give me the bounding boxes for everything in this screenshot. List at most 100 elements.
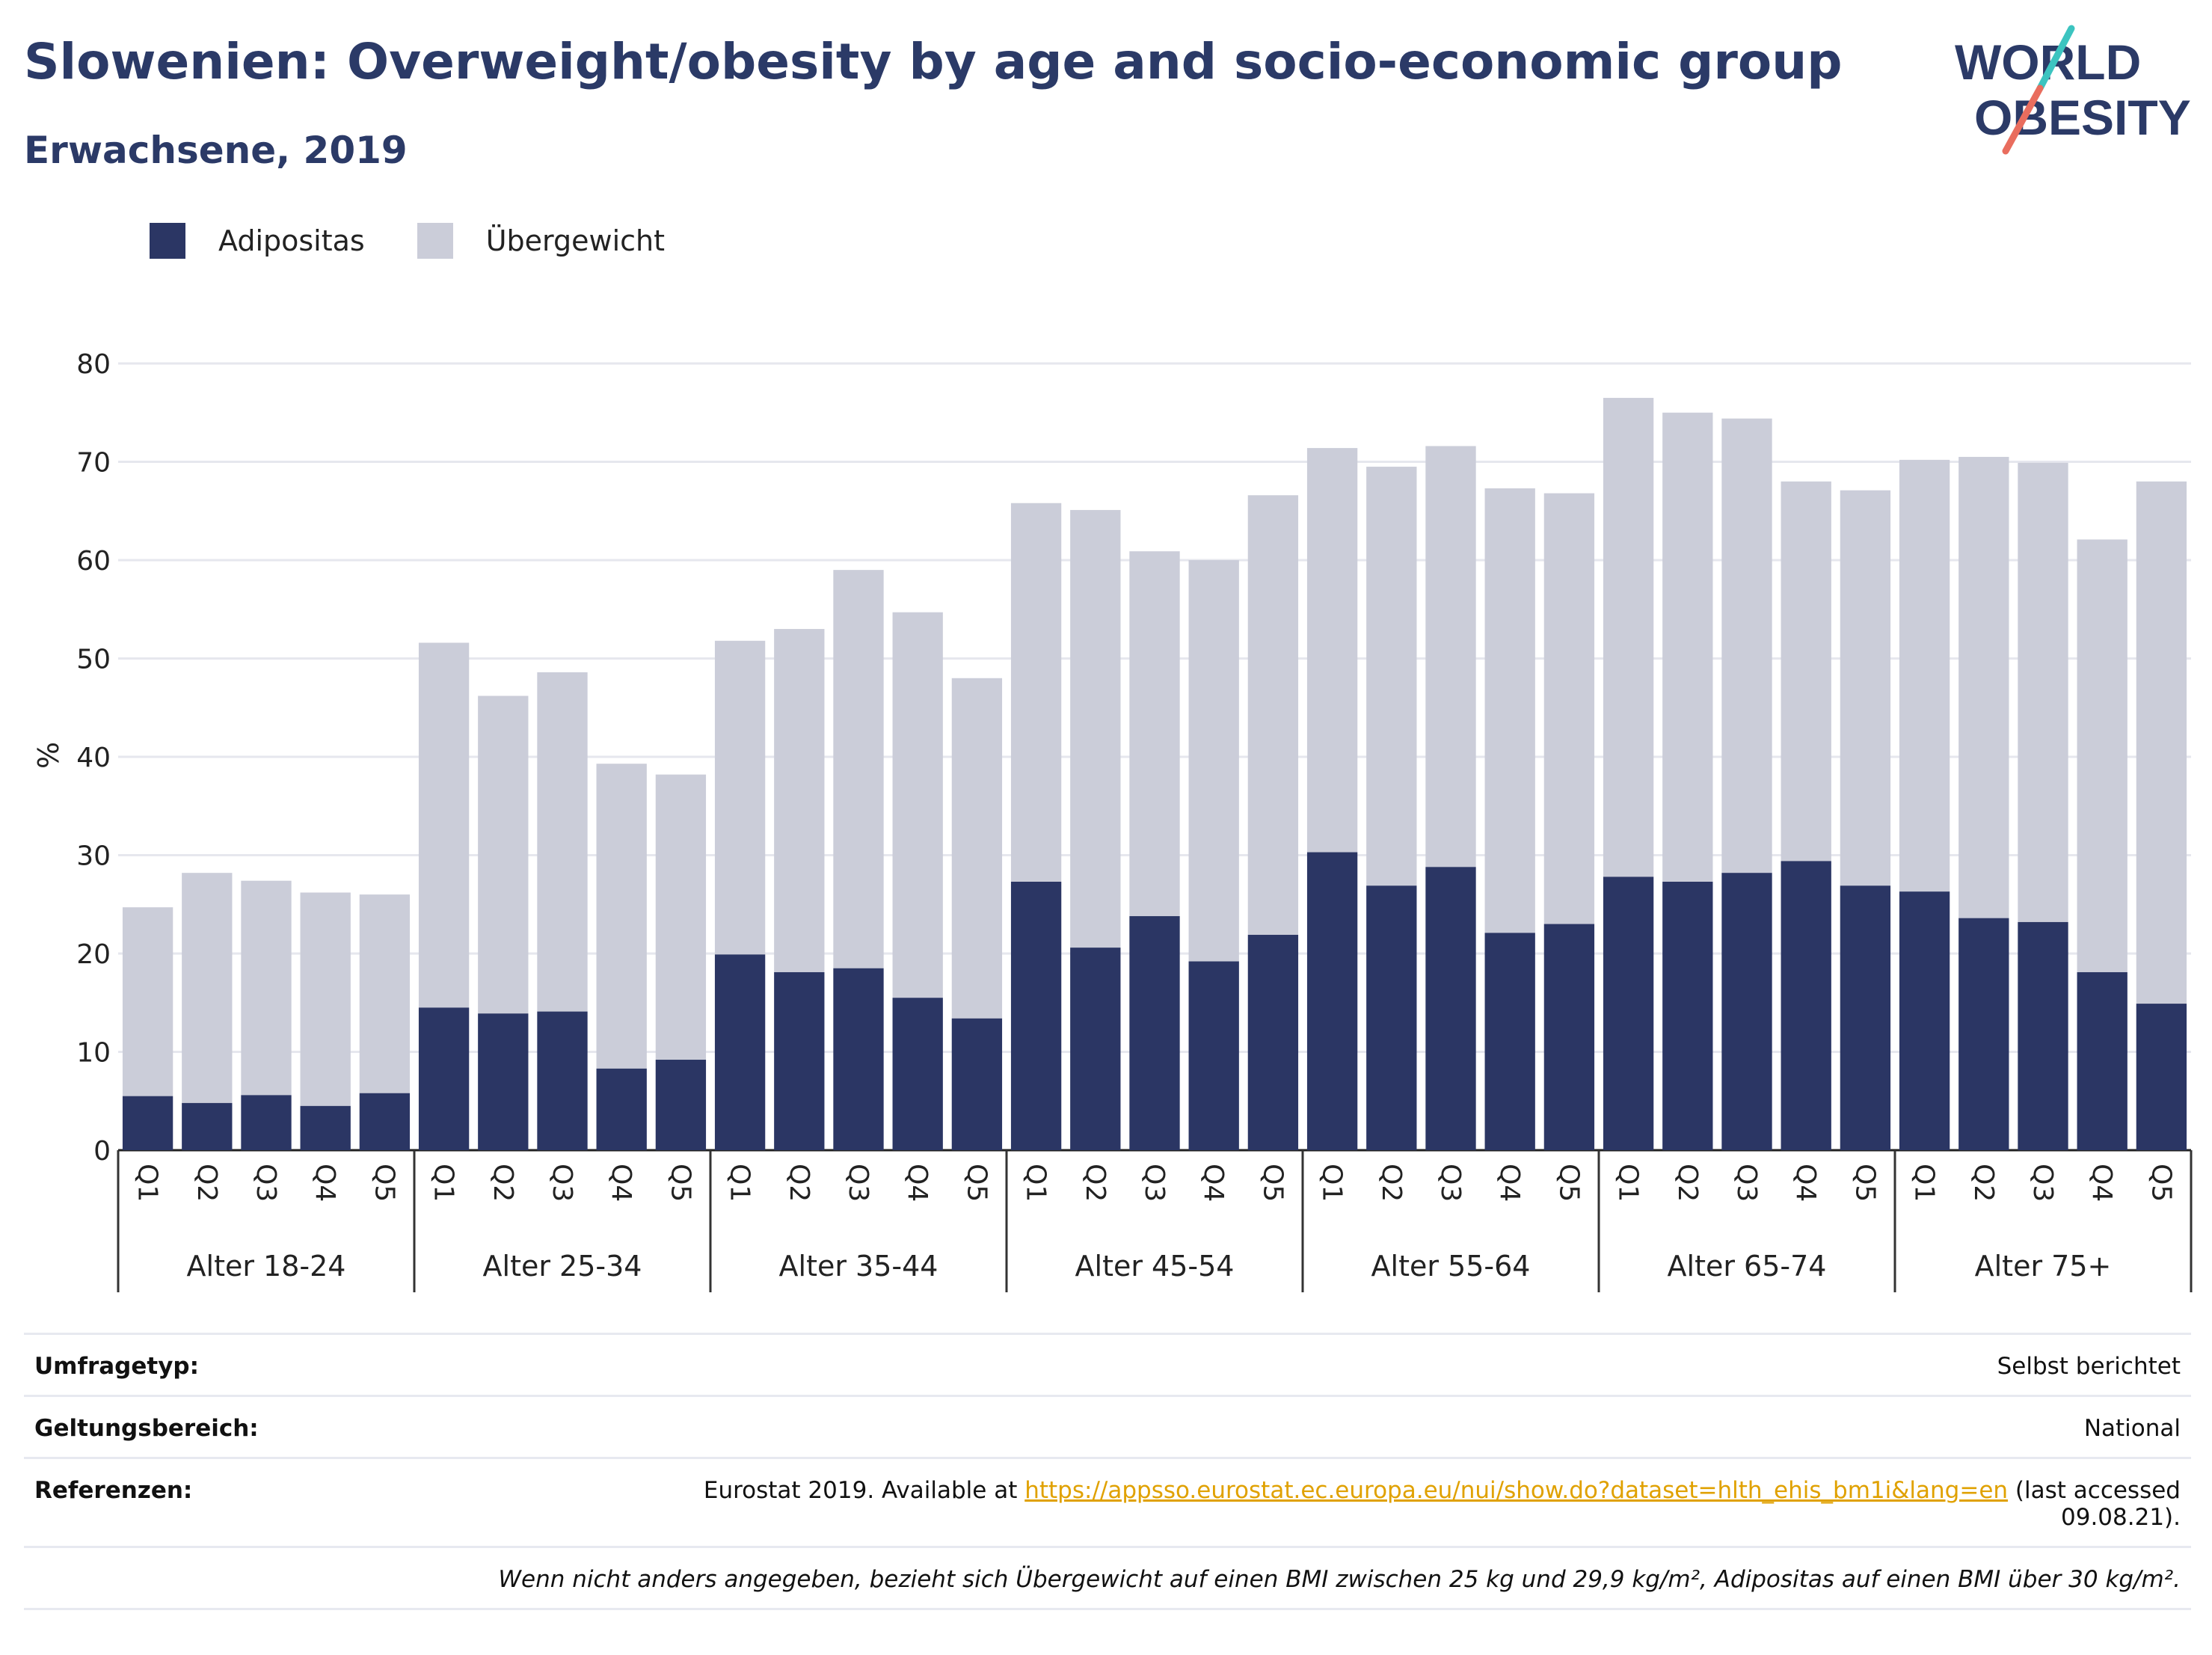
bar-adipositas[interactable] — [1129, 916, 1180, 1150]
logo-text-obesity: OBESITY — [1974, 90, 2191, 145]
bar-uebergewicht[interactable] — [537, 672, 588, 1012]
bar-adipositas[interactable] — [1188, 961, 1239, 1150]
bar-adipositas[interactable] — [1899, 891, 1950, 1150]
bar-uebergewicht[interactable] — [359, 894, 411, 1093]
x-tick-label: Q1 — [1909, 1164, 1940, 1202]
bar-adipositas[interactable] — [833, 968, 884, 1150]
bars — [118, 398, 2191, 1152]
x-tick-label: Q2 — [1080, 1164, 1110, 1202]
bar-uebergewicht[interactable] — [714, 640, 766, 955]
x-tick-label: Q1 — [428, 1164, 459, 1202]
bar-uebergewicht[interactable] — [1070, 509, 1121, 948]
bar-adipositas[interactable] — [1425, 867, 1476, 1150]
bar-adipositas[interactable] — [1306, 852, 1358, 1150]
bar-uebergewicht[interactable] — [951, 678, 1003, 1019]
bar-adipositas[interactable] — [300, 1105, 351, 1150]
scope-value: National — [2083, 1415, 2181, 1442]
bar-uebergewicht[interactable] — [418, 642, 470, 1008]
logo-slash-teal — [2036, 25, 2075, 92]
x-tick-label: Q3 — [547, 1164, 577, 1202]
x-tick-label: Q2 — [1968, 1164, 1999, 1202]
bar-adipositas[interactable] — [241, 1095, 292, 1150]
y-tick-label: 0 — [93, 1136, 111, 1167]
x-axis-labels: Q1 Q2 Q3 Q4 Q5 Alter 18-24 Q1 Q2 Q3 Q4 Q5 Alter 25-… — [117, 1150, 2193, 1292]
bar-adipositas[interactable] — [1603, 876, 1654, 1150]
bar-uebergewicht[interactable] — [1662, 412, 1713, 882]
bar-uebergewicht[interactable] — [122, 907, 173, 1096]
x-tick-label: Q3 — [843, 1164, 873, 1202]
bar-uebergewicht[interactable] — [2077, 539, 2127, 972]
x-tick-label: Q1 — [1317, 1164, 1348, 1202]
x-tick-label: Q3 — [1731, 1164, 1762, 1202]
x-tick-label: Q2 — [1376, 1164, 1407, 1202]
bar-adipositas[interactable] — [1781, 861, 1831, 1150]
bar-uebergewicht[interactable] — [1306, 448, 1358, 853]
bar-adipositas[interactable] — [1543, 924, 1595, 1150]
bar-adipositas[interactable] — [774, 971, 825, 1150]
y-tick-label: 80 — [76, 349, 111, 380]
y-tick-label: 20 — [76, 939, 111, 970]
bar-adipositas[interactable] — [714, 954, 766, 1150]
bar-uebergewicht[interactable] — [478, 696, 529, 1014]
bar-uebergewicht[interactable] — [596, 764, 647, 1069]
bar-adipositas[interactable] — [951, 1018, 1003, 1150]
bar-adipositas[interactable] — [1070, 948, 1121, 1150]
bar-adipositas[interactable] — [537, 1011, 588, 1150]
logo-slash-coral — [2002, 85, 2044, 155]
bar-adipositas[interactable] — [359, 1093, 411, 1150]
bar-adipositas[interactable] — [892, 998, 943, 1150]
bar-adipositas[interactable] — [1662, 882, 1713, 1150]
bar-adipositas[interactable] — [2018, 921, 2068, 1150]
bar-uebergewicht[interactable] — [1425, 446, 1476, 868]
bar-adipositas[interactable] — [1484, 933, 1535, 1150]
group-label: Alter 25-34 — [483, 1250, 642, 1283]
bar-uebergewicht[interactable] — [1129, 551, 1180, 917]
legend-item-adipositas[interactable]: Adipositas — [150, 223, 365, 259]
bar-uebergewicht[interactable] — [833, 570, 884, 968]
bar-uebergewicht[interactable] — [1543, 493, 1595, 924]
bar-uebergewicht[interactable] — [1010, 503, 1062, 882]
bar-adipositas[interactable] — [2077, 971, 2127, 1150]
bar-uebergewicht[interactable] — [892, 612, 943, 998]
bar-uebergewicht[interactable] — [241, 880, 292, 1096]
bar-adipositas[interactable] — [418, 1007, 470, 1150]
bar-uebergewicht[interactable] — [2136, 481, 2187, 1004]
bar-uebergewicht[interactable] — [1603, 398, 1654, 877]
bar-adipositas[interactable] — [1958, 918, 2009, 1150]
x-tick-label: Q4 — [310, 1164, 340, 1202]
group-label: Alter 45-54 — [1075, 1250, 1235, 1283]
bar-uebergewicht[interactable] — [1247, 495, 1299, 936]
legend-item-uebergewicht[interactable]: Übergewicht — [417, 223, 665, 259]
bar-adipositas[interactable] — [1010, 882, 1062, 1150]
bar-adipositas[interactable] — [655, 1060, 707, 1150]
bar-adipositas[interactable] — [182, 1102, 233, 1150]
x-tick-label: Q4 — [606, 1164, 636, 1202]
bar-adipositas[interactable] — [596, 1068, 647, 1150]
bar-uebergewicht[interactable] — [1188, 560, 1239, 962]
bar-uebergewicht[interactable] — [182, 873, 233, 1103]
bar-uebergewicht[interactable] — [774, 629, 825, 972]
x-tick-label: Q4 — [1790, 1164, 1821, 1202]
bar-uebergewicht[interactable] — [655, 774, 707, 1060]
bar-uebergewicht[interactable] — [300, 892, 351, 1106]
bar-uebergewicht[interactable] — [1899, 459, 1950, 892]
bar-uebergewicht[interactable] — [2018, 462, 2068, 922]
bar-adipositas[interactable] — [122, 1096, 173, 1150]
meta-row-scope: Geltungsbereich: National — [24, 1395, 2191, 1457]
bar-uebergewicht[interactable] — [1958, 456, 2009, 918]
bar-uebergewicht[interactable] — [1366, 467, 1417, 886]
bar-adipositas[interactable] — [1721, 873, 1772, 1150]
bar-adipositas[interactable] — [2136, 1004, 2187, 1150]
reference-link[interactable]: https://appsso.eurostat.ec.europa.eu/nui… — [1024, 1477, 2009, 1504]
bar-uebergewicht[interactable] — [1721, 418, 1772, 873]
bar-adipositas[interactable] — [1247, 935, 1299, 1150]
bar-adipositas[interactable] — [1840, 885, 1891, 1150]
chart-legend: Adipositas Übergewicht — [150, 218, 717, 263]
bar-adipositas[interactable] — [1366, 885, 1417, 1150]
bar-uebergewicht[interactable] — [1484, 488, 1535, 933]
bar-adipositas[interactable] — [478, 1013, 529, 1150]
x-tick-label: Q5 — [665, 1164, 695, 1202]
bar-uebergewicht[interactable] — [1781, 481, 1831, 862]
bar-uebergewicht[interactable] — [1840, 490, 1891, 886]
